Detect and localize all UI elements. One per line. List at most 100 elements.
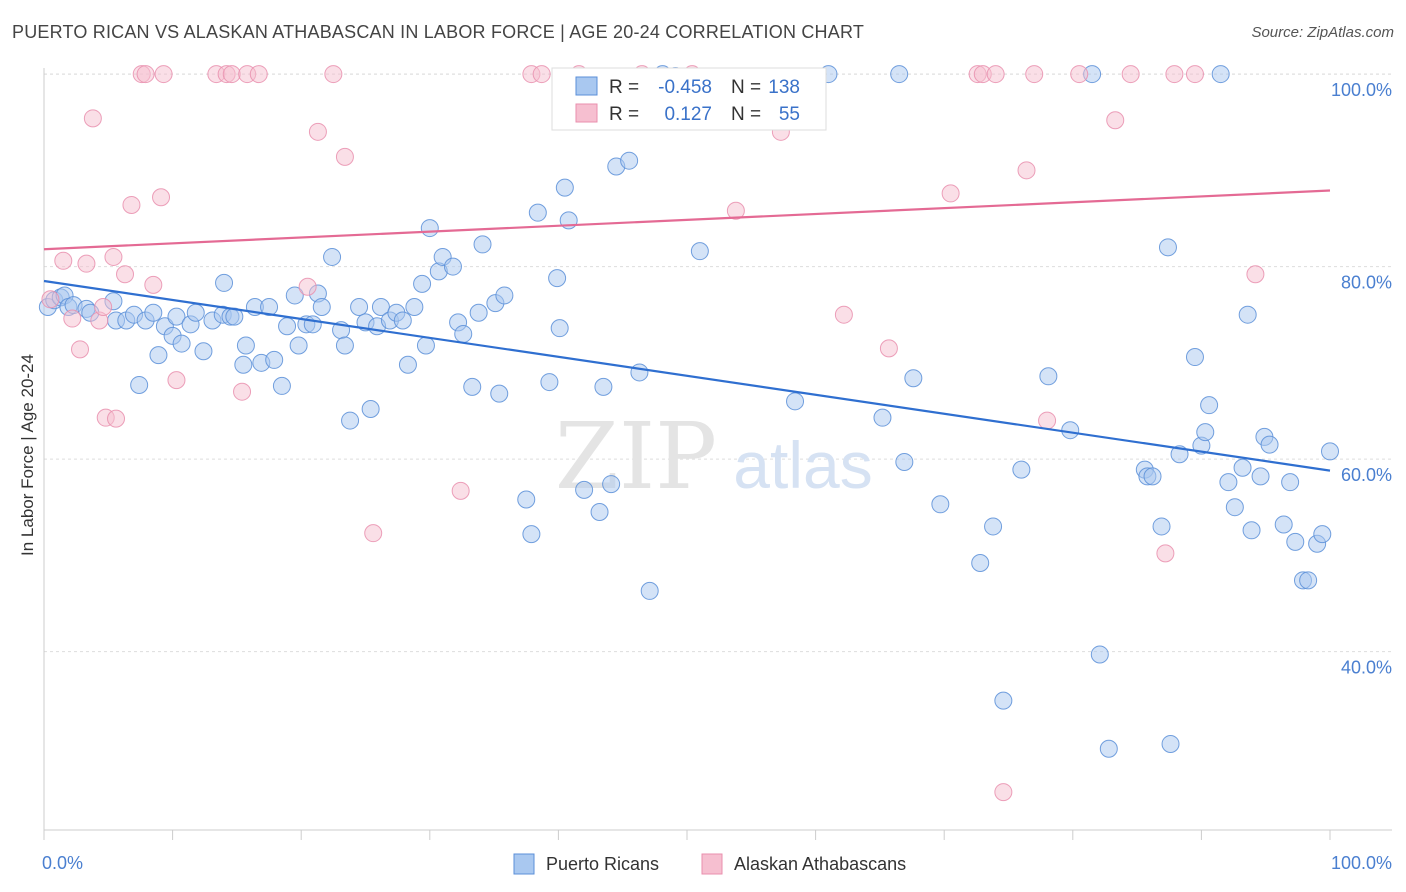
alaskan-athabascan-point bbox=[994, 783, 1013, 802]
puerto-rican-point bbox=[405, 297, 424, 316]
alaskan-athabascan-point bbox=[335, 147, 354, 166]
alaskan-athabascan-point bbox=[116, 265, 135, 284]
legend-label-puerto-ricans: Puerto Ricans bbox=[546, 854, 659, 874]
puerto-rican-point bbox=[167, 307, 186, 326]
alaskan-athabascan-point bbox=[77, 254, 96, 273]
y-axis-label: In Labor Force | Age 20-24 bbox=[18, 354, 37, 556]
puerto-rican-point bbox=[971, 554, 990, 573]
puerto-rican-point bbox=[904, 369, 923, 388]
alaskan-athabascan-point bbox=[879, 339, 898, 358]
puerto-rican-point bbox=[420, 219, 439, 238]
x-tick-label-0: 0.0% bbox=[42, 853, 83, 873]
puerto-rican-point bbox=[473, 235, 492, 254]
puerto-rican-point bbox=[490, 384, 509, 403]
puerto-rican-point bbox=[620, 151, 639, 170]
puerto-rican-point bbox=[1286, 532, 1305, 551]
puerto-rican-point bbox=[149, 346, 168, 365]
puerto-rican-point bbox=[1200, 396, 1219, 415]
puerto-rican-point bbox=[1090, 645, 1109, 664]
puerto-rican-point bbox=[495, 286, 514, 305]
puerto-rican-point bbox=[1143, 467, 1162, 486]
legend-swatch-alaskan-athabascans bbox=[701, 853, 723, 875]
x-tick-label-1: 100.0% bbox=[1331, 853, 1392, 873]
y-tick-label-2: 60.0% bbox=[1341, 465, 1392, 485]
puerto-rican-point bbox=[1225, 498, 1244, 517]
puerto-rican-point bbox=[555, 178, 574, 197]
alaskan-athabascan-point bbox=[1025, 65, 1044, 84]
puerto-rican-trend-line bbox=[43, 279, 1331, 472]
alaskan-athabascan-point bbox=[63, 309, 82, 328]
alaskan-athabascan-point bbox=[233, 382, 252, 401]
axes: 0.0% 100.0% bbox=[42, 68, 1392, 873]
alaskan-athabascan-point bbox=[41, 290, 60, 309]
alaskan-athabascan-point bbox=[941, 184, 960, 203]
puerto-rican-point bbox=[1313, 525, 1332, 544]
puerto-rican-point bbox=[194, 342, 213, 361]
stats-r-value-1: -0.458 bbox=[658, 77, 712, 98]
puerto-rican-point bbox=[350, 297, 369, 316]
stats-r-value-2: 0.127 bbox=[664, 104, 712, 125]
puerto-rican-point bbox=[931, 495, 950, 514]
puerto-rican-point bbox=[590, 503, 609, 521]
puerto-rican-point bbox=[413, 274, 432, 293]
alaskan-athabascan-point bbox=[1106, 111, 1125, 130]
puerto-rican-point bbox=[895, 452, 914, 471]
stats-n-label-2: N = bbox=[731, 104, 761, 125]
source-credit: Source: ZipAtlas.com bbox=[1251, 24, 1394, 41]
alaskan-athabascan-point bbox=[986, 65, 1005, 84]
alaskan-athabascan-point bbox=[249, 65, 268, 84]
puerto-rican-point bbox=[1196, 423, 1215, 442]
puerto-rican-point bbox=[469, 303, 488, 322]
alaskan-athabascan-point bbox=[154, 65, 173, 84]
alaskan-athabascan-point bbox=[1185, 65, 1204, 84]
puerto-rican-point bbox=[443, 257, 462, 276]
puerto-rican-point bbox=[272, 376, 291, 395]
puerto-rican-point bbox=[1012, 460, 1031, 479]
puerto-rican-point bbox=[994, 691, 1013, 710]
alaskan-athabascan-point bbox=[1121, 65, 1140, 84]
alaskan-athabascan-point bbox=[1246, 265, 1265, 284]
stats-swatch-blue bbox=[575, 76, 598, 96]
puerto-rican-point bbox=[1152, 517, 1171, 536]
puerto-rican-point bbox=[416, 336, 435, 355]
stats-swatch-pink bbox=[575, 103, 598, 123]
puerto-rican-point bbox=[1299, 571, 1318, 590]
alaskan-athabascan-point bbox=[122, 195, 141, 214]
stats-r-label-1: R = bbox=[609, 77, 639, 98]
puerto-rican-point bbox=[215, 273, 234, 292]
y-tick-label-1: 80.0% bbox=[1341, 273, 1392, 293]
trend-lines bbox=[43, 189, 1331, 472]
alaskan-athabascan-point bbox=[308, 122, 327, 141]
alaskan-athabascan-point bbox=[1165, 65, 1184, 84]
puerto-rican-point bbox=[289, 336, 308, 355]
alaskan-athabascan-point bbox=[54, 251, 73, 270]
stats-r-label-2: R = bbox=[609, 104, 639, 125]
alaskan-athabascan-point bbox=[726, 201, 745, 220]
puerto-rican-point bbox=[312, 297, 331, 316]
puerto-rican-point bbox=[1158, 238, 1177, 257]
alaskan-athabascan-point bbox=[83, 109, 102, 128]
chart-title: PUERTO RICAN VS ALASKAN ATHABASCAN IN LA… bbox=[12, 22, 865, 42]
alaskan-athabascan-point bbox=[298, 277, 317, 296]
alaskan-athabascan-point bbox=[94, 297, 113, 316]
puerto-rican-point bbox=[265, 350, 284, 369]
puerto-rican-point bbox=[1099, 739, 1118, 758]
puerto-rican-point bbox=[186, 303, 205, 322]
puerto-rican-point bbox=[234, 355, 253, 374]
puerto-rican-point bbox=[640, 581, 659, 600]
puerto-rican-point bbox=[1260, 435, 1279, 454]
grid-lines: 100.0% 80.0% 60.0% 40.0% bbox=[44, 73, 1392, 678]
puerto-rican-point bbox=[630, 363, 649, 382]
puerto-rican-point bbox=[1281, 473, 1300, 492]
puerto-rican-point bbox=[454, 324, 473, 343]
legend-label-alaskan-athabascans: Alaskan Athabascans bbox=[734, 854, 906, 874]
puerto-rican-point bbox=[1242, 521, 1261, 540]
alaskan-athabascan-point bbox=[107, 409, 126, 428]
alaskan-athabascan-point bbox=[167, 371, 186, 390]
puerto-rican-point bbox=[393, 311, 412, 330]
puerto-rican-point bbox=[1274, 515, 1293, 534]
alaskan-athabascan-point bbox=[364, 524, 383, 543]
alaskan-athabascan-point bbox=[71, 340, 90, 359]
alaskan-athabascan-point bbox=[324, 65, 343, 84]
puerto-rican-point bbox=[1219, 473, 1238, 492]
